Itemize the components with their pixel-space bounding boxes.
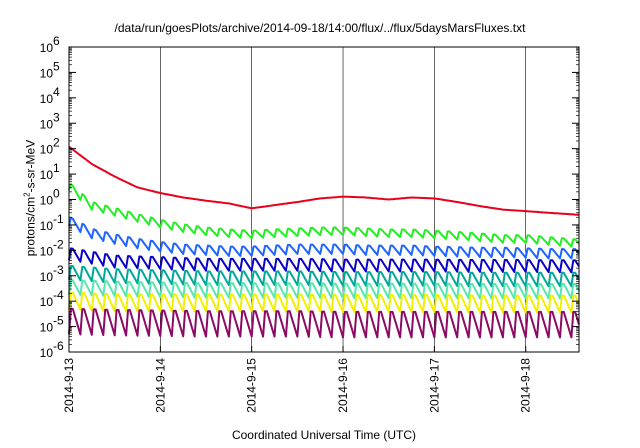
x-tick-label: 2014-9-15: [245, 358, 259, 413]
plot-frame: [68, 46, 580, 353]
y-tick-exponent: 5: [53, 59, 60, 73]
y-axis-label-suffix: -s-sr-MeV: [23, 139, 38, 193]
series-line-7: [68, 291, 580, 314]
y-tick-label: 10: [40, 168, 54, 182]
x-tick-label: 2014-9-13: [62, 358, 76, 413]
y-tick-label: 10: [40, 143, 54, 157]
x-axis-label: Coordinated Universal Time (UTC): [231, 428, 417, 442]
chart-series: [68, 145, 580, 339]
y-tick-exponent: -5: [53, 314, 64, 328]
y-axis-label-exponent: 2: [22, 192, 32, 197]
y-tick-label: 10: [40, 244, 54, 258]
series-line-3: [68, 216, 580, 260]
x-tick-label: 2014-9-16: [336, 358, 350, 413]
series-line-5: [68, 265, 580, 288]
y-tick-label: 10: [40, 117, 54, 131]
y-tick-exponent: 4: [53, 85, 60, 99]
y-axis: 10 -610 -510 -410 -310 -210 -110 010 110 210 310 41…: [40, 34, 579, 360]
y-tick-label: 10: [40, 41, 54, 55]
series-line-8: [68, 307, 580, 339]
y-tick-label: 10: [40, 194, 54, 208]
y-tick-exponent: 2: [53, 136, 60, 150]
y-tick-exponent: -6: [53, 339, 64, 353]
y-axis-label: protons/cm2-s-sr-MeV: [23, 140, 38, 256]
y-tick-label: 10: [40, 219, 54, 233]
y-axis-label-prefix: protons/cm: [23, 196, 38, 257]
y-tick-exponent: -3: [53, 263, 64, 277]
y-tick-exponent: 6: [53, 34, 60, 48]
y-tick-exponent: 3: [53, 110, 60, 124]
x-tick-label: 2014-9-18: [519, 358, 533, 413]
series-line-6: [68, 279, 580, 300]
series-line-2: [68, 183, 580, 248]
y-tick-label: 10: [40, 295, 54, 309]
y-tick-label: 10: [40, 321, 54, 335]
y-tick-label: 10: [40, 66, 54, 80]
y-tick-exponent: -1: [53, 212, 64, 226]
y-tick-label: 10: [40, 270, 54, 284]
y-tick-label: 10: [40, 92, 54, 106]
y-tick-exponent: -4: [53, 288, 64, 302]
y-tick-exponent: -2: [53, 237, 64, 251]
series-line-1: [68, 145, 580, 216]
y-tick-exponent: 1: [53, 161, 60, 175]
x-tick-label: 2014-9-14: [153, 358, 167, 413]
y-tick-exponent: 0: [53, 187, 60, 201]
series-line-4: [68, 247, 580, 274]
x-axis: 2014-9-13 2014-9-14 2014-9-15 2014-9-16 2014…: [62, 346, 533, 413]
y-tick-label: 10: [40, 346, 54, 360]
chart-title: /data/run/goesPlots/archive/2014-09-18/1…: [114, 21, 526, 35]
x-tick-label: 2014-9-17: [427, 358, 441, 413]
